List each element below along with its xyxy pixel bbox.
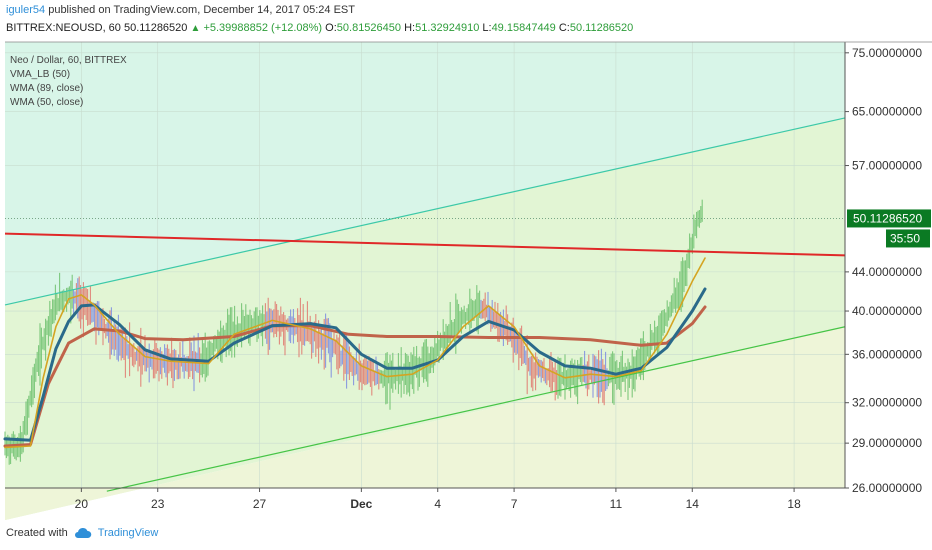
x-tick-label: Dec [350, 497, 372, 511]
y-tick-label: 32.00000000 [852, 396, 922, 410]
price-badge-label: 50.11286520 [853, 211, 923, 225]
y-tick-label: 57.00000000 [852, 159, 922, 173]
x-tick-label: 7 [511, 497, 518, 511]
tradingview-link[interactable]: TradingView [97, 527, 159, 539]
x-tick-label: 23 [151, 497, 165, 511]
up-triangle-icon: ▲ [190, 23, 201, 34]
chart-legend: Neo / Dollar, 60, BITTREX VMA_LB (50) WM… [10, 54, 127, 110]
wma89-line [3, 287, 707, 442]
countdown-badge [886, 229, 930, 248]
y-tick-label: 26.00000000 [852, 481, 922, 495]
legend-title: Neo / Dollar, 60, BITTREX [10, 55, 127, 66]
y-tick-label: 65.00000000 [852, 105, 922, 119]
close-value: 50.11286520 [569, 22, 634, 34]
legend-item-wma89[interactable]: WMA (89, close) [10, 83, 84, 94]
x-tick-label: 27 [253, 497, 267, 511]
footer: Created with TradingView [6, 527, 158, 539]
open-value: 50.81526450 [336, 22, 402, 34]
low-value: 49.15847449 [491, 22, 556, 34]
tradingview-cloud-icon [74, 527, 92, 538]
created-with-text: Created with [6, 527, 68, 539]
countdown-badge-label: 35:50 [890, 231, 920, 245]
y-tick-label: 29.00000000 [852, 436, 922, 450]
price-badge [847, 209, 931, 228]
lower-band-fill [5, 326, 845, 520]
legend-item-vma[interactable]: VMA_LB (50) [10, 69, 71, 80]
price-chart[interactable]: 75.00000000 65.00000000 57.00000000 44.0000… [0, 0, 932, 520]
x-tick-label: 18 [787, 497, 801, 511]
vma-line [3, 305, 707, 448]
x-tick-label: 14 [686, 497, 700, 511]
high-value: 51.32924910 [415, 22, 480, 34]
y-tick-label: 44.00000000 [852, 265, 922, 279]
y-tick-label: 40.00000000 [852, 304, 922, 318]
symbol-label: BITTREX:NEOUSD, 60 [6, 22, 121, 34]
y-tick-label: 36.00000000 [852, 347, 922, 361]
y-tick-label: 75.00000000 [852, 46, 922, 60]
channel-lower-line [106, 326, 846, 492]
channel-upper-line [4, 117, 846, 306]
ohlc-line: BITTREX:NEOUSD, 60 50.11286520 ▲ +5.3998… [6, 22, 634, 34]
author-link[interactable]: iguler54 [6, 4, 46, 16]
change-value: +5.39988852 (+12.08%) [203, 22, 323, 34]
last-price: 50.11286520 [123, 22, 188, 34]
x-tick-label: 20 [75, 497, 89, 511]
publish-line: iguler54 published on TradingView.com, D… [6, 4, 355, 16]
wma50-line [4, 257, 706, 449]
x-tick-label: 11 [610, 497, 623, 511]
resistance-line [4, 232, 846, 257]
x-tick-label: 4 [434, 497, 441, 511]
published-text: published on TradingView.com, December 1… [48, 4, 355, 16]
legend-item-wma50[interactable]: WMA (50, close) [10, 97, 84, 108]
